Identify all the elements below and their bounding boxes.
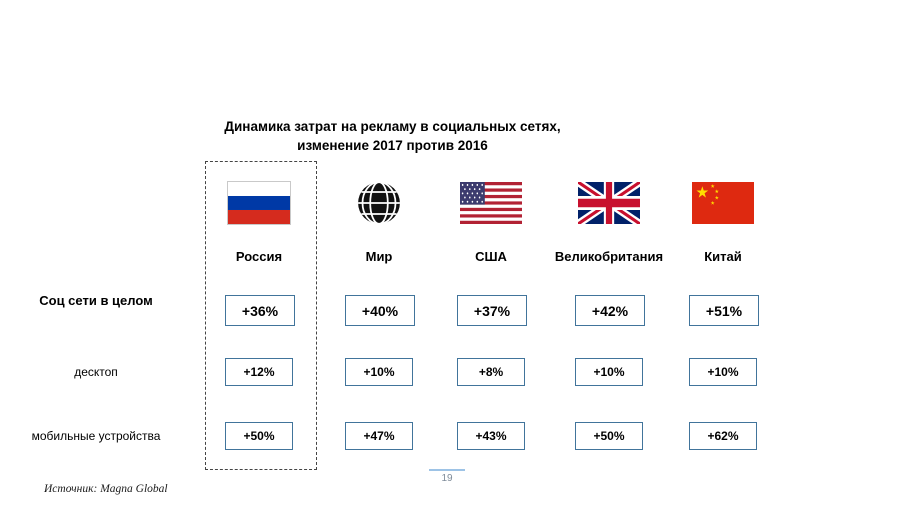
value-cell-mobile-uk: +50% (575, 422, 643, 450)
column-label-china: Китай (704, 249, 742, 264)
value-cell-desktop-world: +10% (345, 358, 413, 386)
page-number: 19 (429, 469, 465, 484)
value-cell-social-russia: +36% (225, 295, 295, 326)
value-cell-mobile-china: +62% (689, 422, 757, 450)
value-cell-social-uk: +42% (575, 295, 645, 326)
row-label-social-total: Соц сети в целом (39, 293, 153, 308)
column-label-world: Мир (365, 249, 393, 264)
uk-flag-icon (578, 182, 640, 224)
row-label-mobile: мобильные устройства (31, 429, 161, 443)
chart-title-line2: изменение 2017 против 2016 (297, 137, 488, 153)
row-label-desktop: десктоп (74, 365, 118, 379)
globe-icon (357, 181, 401, 225)
russia-highlight-dashed-box (205, 161, 317, 470)
value-cell-mobile-russia: +50% (225, 422, 293, 450)
chart-title-line1: Динамика затрат на рекламу в социальных … (224, 119, 561, 134)
value-cell-mobile-usa: +43% (457, 422, 525, 450)
source-note: Источник: Magna Global (44, 483, 168, 495)
value-cell-social-world: +40% (345, 295, 415, 326)
russia-flag-icon (227, 181, 291, 225)
value-cell-mobile-world: +47% (345, 422, 413, 450)
value-cell-desktop-uk: +10% (575, 358, 643, 386)
value-cell-desktop-russia: +12% (225, 358, 293, 386)
column-label-russia: Россия (235, 249, 283, 264)
column-label-uk: Великобритания (554, 249, 664, 264)
value-cell-social-china: +51% (689, 295, 759, 326)
column-label-usa: США (475, 249, 507, 264)
china-flag-icon (692, 182, 754, 224)
value-cell-social-usa: +37% (457, 295, 527, 326)
usa-flag-icon (460, 182, 522, 224)
value-cell-desktop-china: +10% (689, 358, 757, 386)
value-cell-desktop-usa: +8% (457, 358, 525, 386)
chart-title: Динамика затрат на рекламу в социальных … (100, 118, 685, 156)
